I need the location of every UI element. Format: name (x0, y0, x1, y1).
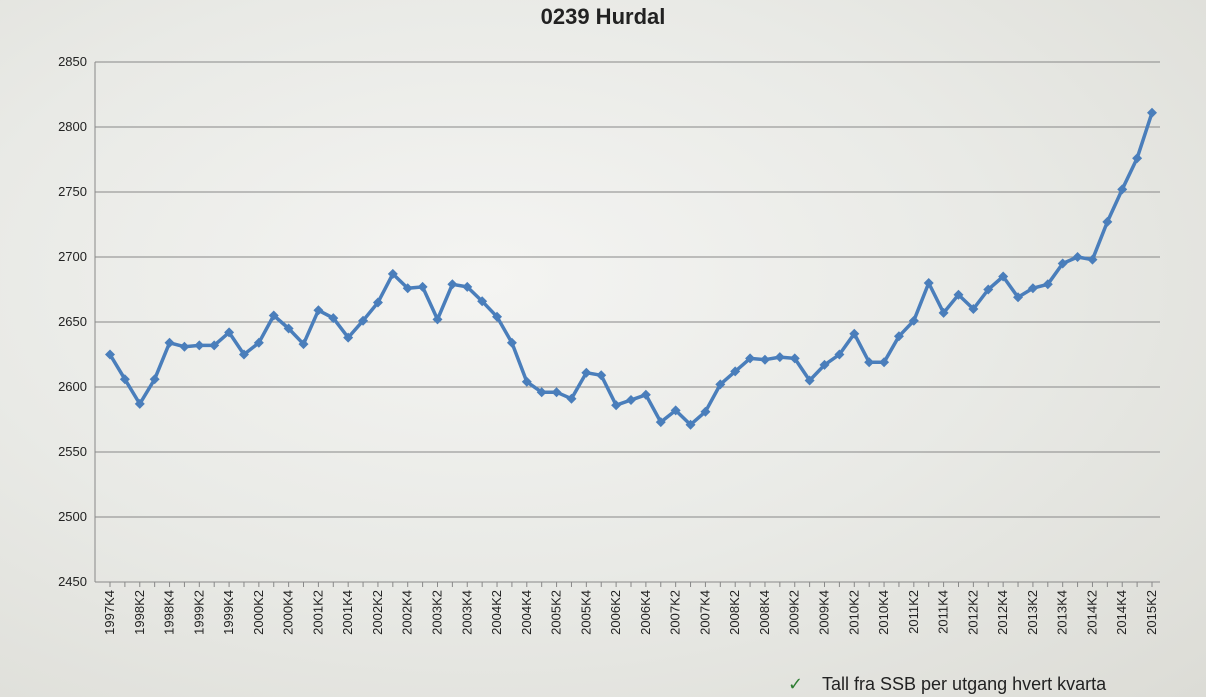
x-tick-label: 2008K2 (727, 590, 742, 635)
x-tick-label: 2015K2 (1144, 590, 1159, 635)
x-tick-label: 2001K4 (340, 590, 355, 635)
x-tick-label: 2005K2 (549, 590, 564, 635)
x-tick-label: 1998K2 (132, 590, 147, 635)
x-tick-label: 2010K2 (846, 590, 861, 635)
y-tick-label: 2550 (58, 444, 87, 459)
y-tick-label: 2500 (58, 509, 87, 524)
x-tick-label: 2000K2 (251, 590, 266, 635)
chart-title: 0239 Hurdal (541, 4, 666, 29)
y-tick-label: 2850 (58, 54, 87, 69)
x-tick-label: 2009K4 (817, 590, 832, 635)
x-tick-label: 2003K2 (429, 590, 444, 635)
marker (760, 355, 770, 365)
y-tick-label: 2800 (58, 119, 87, 134)
x-tick-label: 2001K2 (310, 590, 325, 635)
x-tick-label: 2000K4 (281, 590, 296, 635)
x-tick-label: 2006K4 (638, 590, 653, 635)
x-tick-label: 2005K4 (578, 590, 593, 635)
x-tick-label: 2014K4 (1114, 590, 1129, 635)
marker (626, 395, 636, 405)
x-tick-label: 2007K4 (697, 590, 712, 635)
x-tick-label: 2004K4 (519, 590, 534, 635)
marker (447, 279, 457, 289)
page: 0239 Hurdal ✓ Tall fra SSB per utgang hv… (0, 0, 1206, 697)
x-tick-label: 1997K4 (102, 590, 117, 635)
x-tick-label: 2012K2 (965, 590, 980, 635)
x-tick-label: 2009K2 (787, 590, 802, 635)
x-tick-label: 2008K4 (757, 590, 772, 635)
x-tick-label: 1998K4 (162, 590, 177, 635)
x-tick-label: 2013K2 (1025, 590, 1040, 635)
check-mark: ✓ (788, 674, 803, 694)
x-tick-label: 2002K2 (370, 590, 385, 635)
x-tick-label: 2011K4 (936, 590, 951, 634)
x-tick-label: 2002K4 (400, 590, 415, 635)
x-tick-label: 2007K2 (668, 590, 683, 635)
x-tick-label: 2014K2 (1084, 590, 1099, 635)
x-tick-label: 1999K4 (221, 590, 236, 635)
marker (552, 387, 562, 397)
y-tick-label: 2600 (58, 379, 87, 394)
line (110, 113, 1152, 425)
x-tick-label: 2004K2 (489, 590, 504, 635)
y-tick-label: 2450 (58, 574, 87, 589)
x-tick-label: 1999K2 (191, 590, 206, 635)
marker (1147, 108, 1157, 118)
y-tick-label: 2700 (58, 249, 87, 264)
x-tick-label: 2012K4 (995, 590, 1010, 635)
marker (1087, 255, 1097, 265)
marker (194, 340, 204, 350)
x-tick-label: 2003K4 (459, 590, 474, 635)
x-tick-label: 2011K2 (906, 590, 921, 634)
marker (1073, 252, 1083, 262)
x-tick-label: 2013K4 (1055, 590, 1070, 635)
footnote: Tall fra SSB per utgang hvert kvarta (822, 674, 1107, 694)
marker (165, 338, 175, 348)
chart: 0239 Hurdal ✓ Tall fra SSB per utgang hv… (0, 0, 1206, 697)
y-tick-label: 2650 (58, 314, 87, 329)
marker (775, 352, 785, 362)
x-tick-label: 2010K4 (876, 590, 891, 635)
marker (179, 342, 189, 352)
x-tick-label: 2006K2 (608, 590, 623, 635)
y-tick-label: 2750 (58, 184, 87, 199)
